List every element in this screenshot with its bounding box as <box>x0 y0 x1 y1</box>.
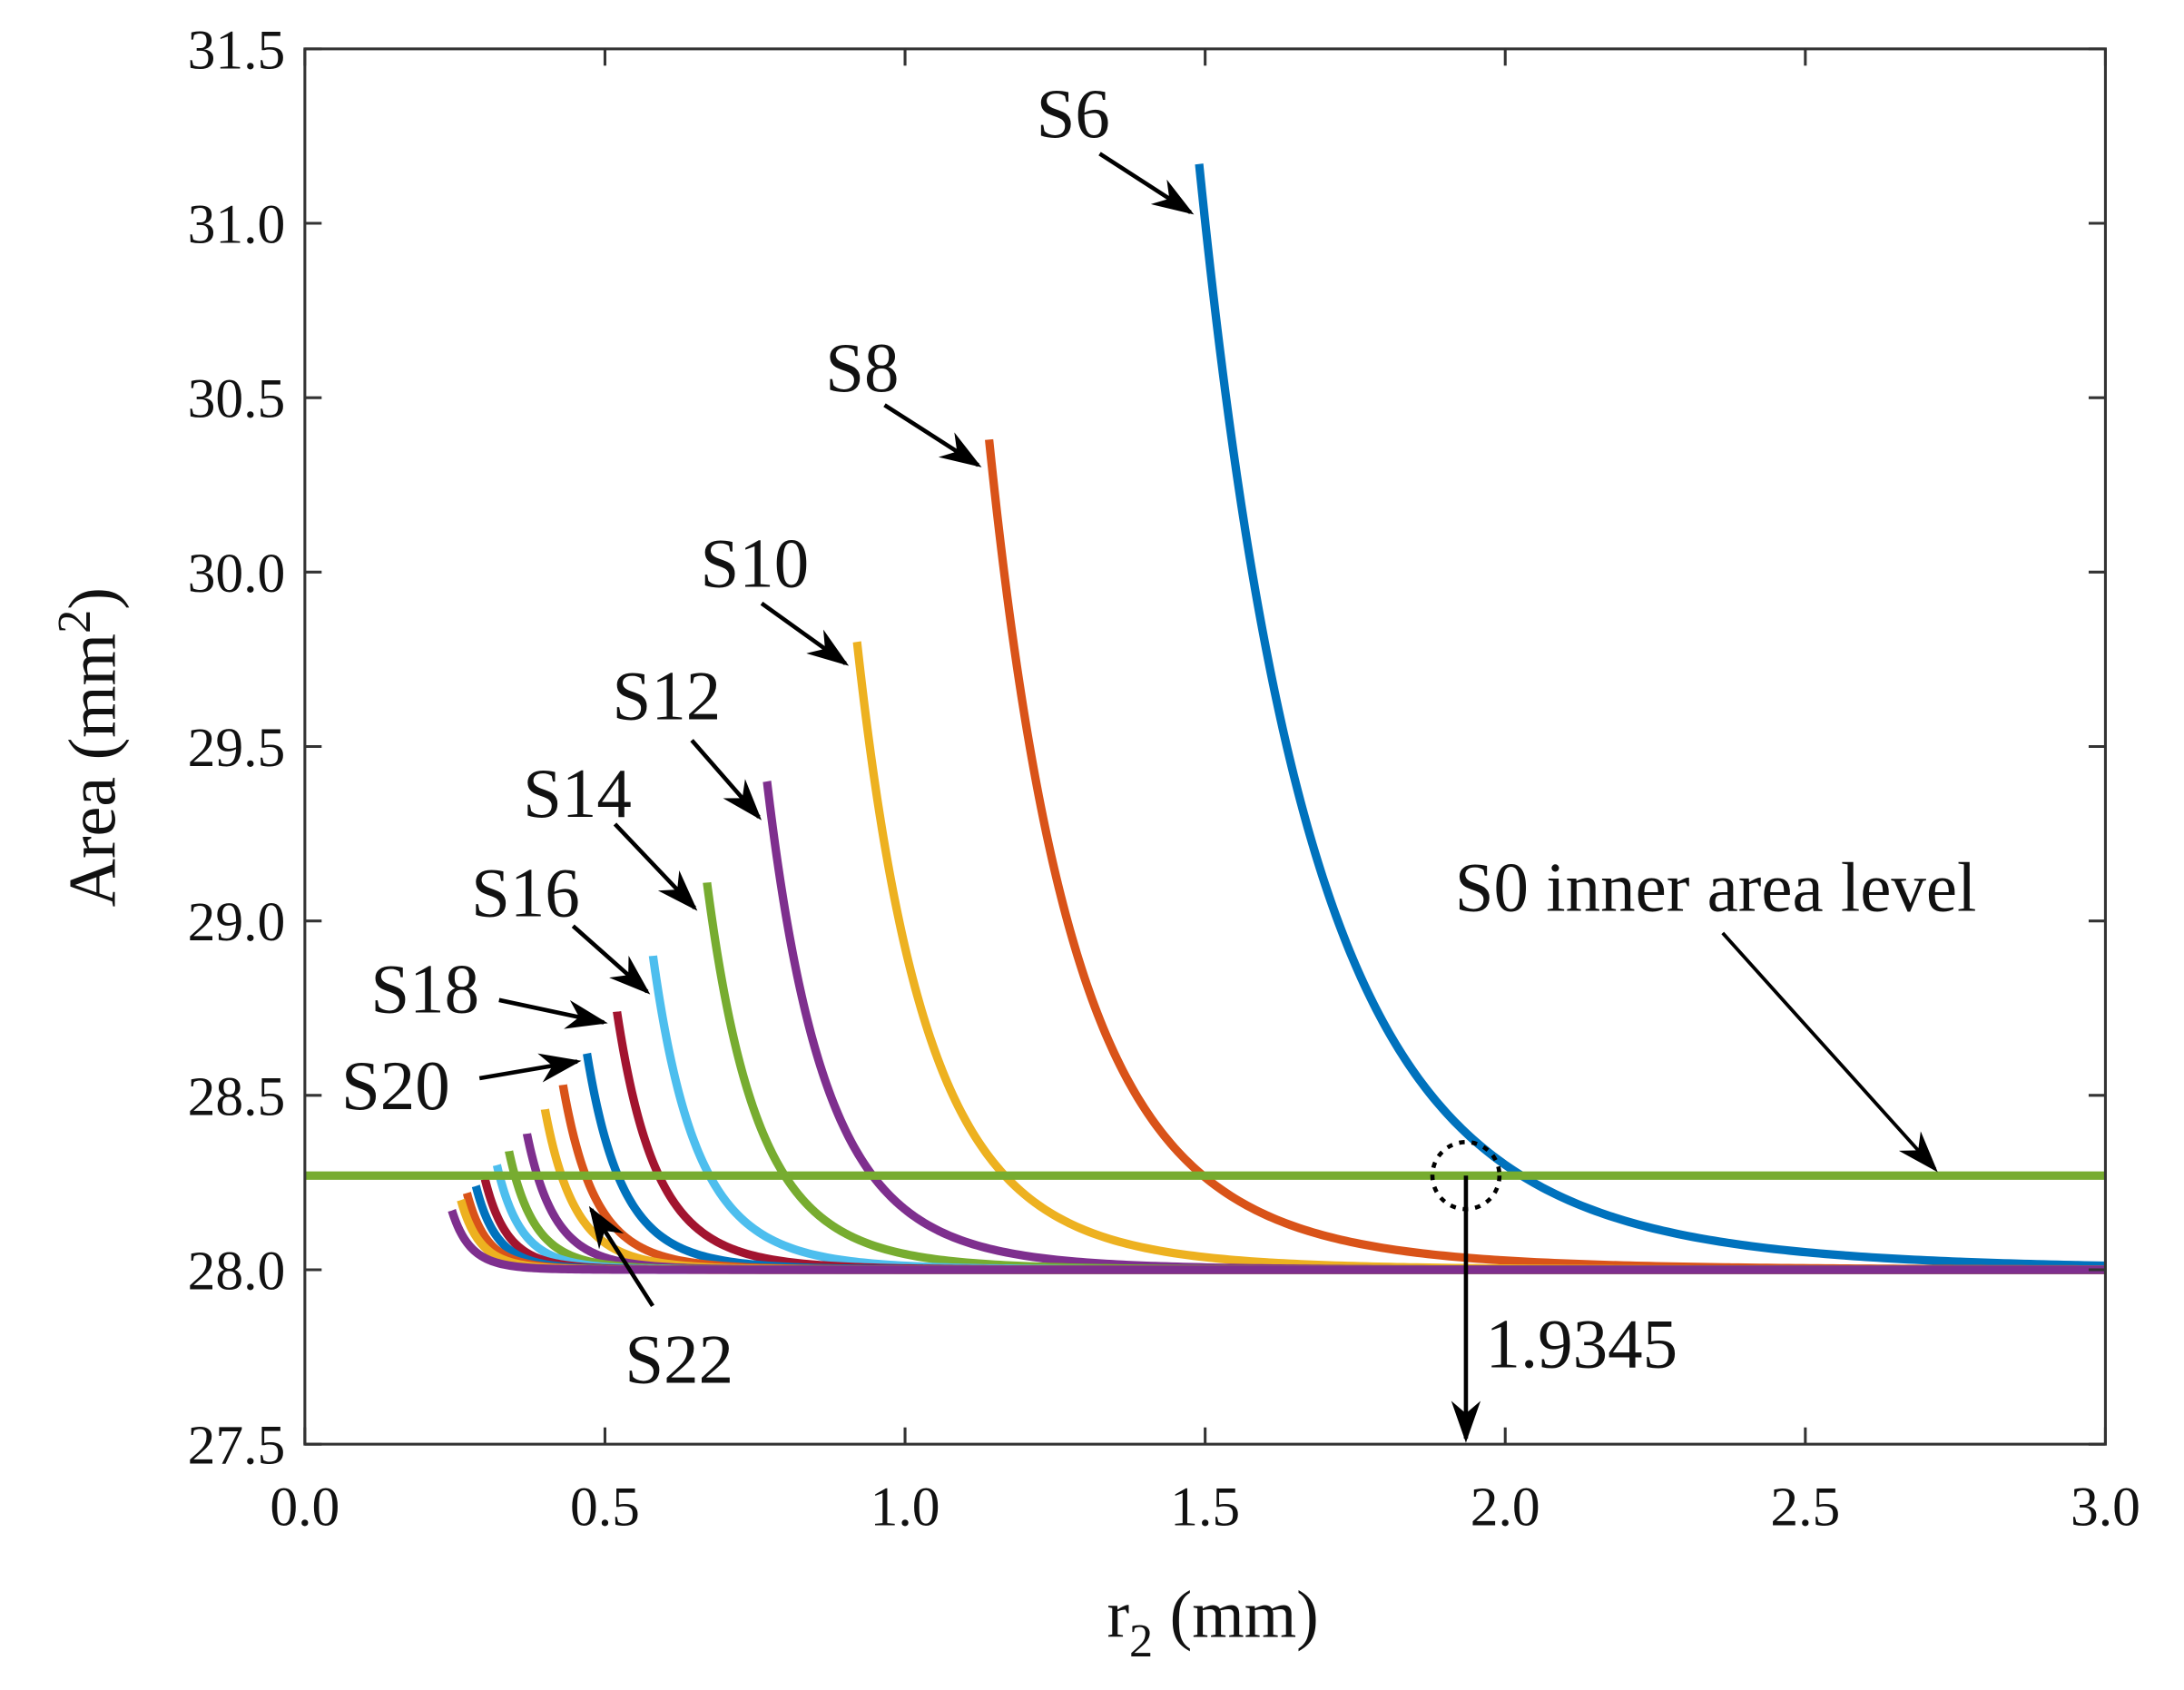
x-tick-label: 3.0 <box>2071 1476 2140 1538</box>
annotation-label-s20: S20 <box>341 1046 450 1125</box>
intersection-value-label: 1.9345 <box>1485 1305 1677 1383</box>
y-tick-label: 29.0 <box>188 891 286 953</box>
y-tick-label: 28.5 <box>188 1066 286 1127</box>
annotation-arrow-s20 <box>478 1053 582 1083</box>
annotation-arrow-s14 <box>613 822 698 911</box>
annotation-label-s6: S6 <box>1037 74 1110 152</box>
annotation-arrow-s10 <box>760 601 850 666</box>
x-tick-label: 1.0 <box>871 1476 940 1538</box>
s0-reference-arrow <box>1721 931 1938 1173</box>
y-tick-label: 29.5 <box>188 717 286 779</box>
y-axis-label-main: Area (mm <box>55 634 130 907</box>
annotation-arrow-s12 <box>690 739 762 820</box>
annotation-arrow-s22 <box>588 1205 654 1308</box>
series-curves <box>448 160 2106 1274</box>
x-axis-label-main: r <box>1107 1577 1129 1652</box>
annotation-label-s8: S8 <box>825 329 899 407</box>
x-tick-label: 2.0 <box>1471 1476 1540 1538</box>
y-axis-label-sup: 2 <box>48 610 101 634</box>
series-line-s16 <box>648 951 2106 1274</box>
annotation-arrow-s16 <box>571 924 651 995</box>
annotation-label-s12: S12 <box>613 657 722 735</box>
series-line-s40 <box>448 1206 2106 1274</box>
y-tick-label: 31.0 <box>188 194 286 256</box>
series-line-s26 <box>522 1129 2106 1274</box>
y-tick-label: 30.0 <box>188 543 286 604</box>
axis-ticks: 0.0 0.5 1.0 1.5 2.0 2.5 3.0 27.5 28.0 28.5 29.0 29.… <box>188 19 2140 1538</box>
annotation-arrow-s18 <box>498 997 608 1029</box>
series-annotations: S6 S8 S10 S12 S14 S16 S18 S20 S22 <box>341 74 1195 1398</box>
series-line-s14 <box>703 878 2106 1274</box>
x-tick-label: 1.5 <box>1170 1476 1240 1538</box>
x-tick-label: 0.5 <box>570 1476 640 1538</box>
annotation-label-s14: S14 <box>523 754 632 832</box>
s0-reference-label: S0 inner area level <box>1455 848 1977 926</box>
x-axis-label-unit: (mm) <box>1153 1577 1319 1652</box>
y-tick-label: 31.5 <box>188 19 286 81</box>
x-axis-label: r2 (mm) <box>1107 1577 1318 1668</box>
x-axis-label-sub: 2 <box>1129 1615 1153 1667</box>
annotation-arrow-s6 <box>1098 152 1195 215</box>
annotation-arrow-s8 <box>883 403 982 467</box>
y-tick-label: 28.0 <box>188 1241 286 1302</box>
y-axis-label: Area (mm2) <box>48 587 130 907</box>
x-tick-label: 0.0 <box>270 1476 339 1538</box>
y-tick-label: 30.5 <box>188 368 286 430</box>
annotation-label-s16: S16 <box>471 853 580 931</box>
annotation-label-s18: S18 <box>370 950 479 1028</box>
y-tick-label: 27.5 <box>188 1415 286 1477</box>
x-tick-label: 2.5 <box>1770 1476 1840 1538</box>
y-axis-label-close: ) <box>55 587 130 610</box>
annotation-label-s22: S22 <box>625 1320 733 1398</box>
series-line-s6 <box>1195 160 2106 1271</box>
annotation-label-s10: S10 <box>701 524 810 602</box>
